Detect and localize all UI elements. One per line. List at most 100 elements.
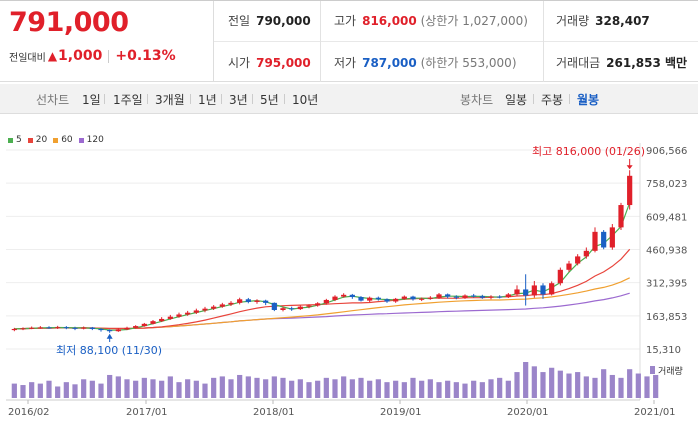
tab-3m[interactable]: 3개월 — [155, 93, 185, 107]
tab-weekly[interactable]: 주봉 — [541, 93, 564, 107]
volume-bar — [341, 376, 347, 398]
candle — [462, 295, 468, 298]
volume-bar — [453, 382, 459, 398]
volume-bar — [306, 382, 312, 398]
candle — [445, 294, 451, 297]
volume-bar — [263, 379, 269, 398]
open-price: 시가 795,000 — [228, 56, 311, 70]
volume-bar — [289, 380, 295, 398]
tab-1d[interactable]: 1일 — [82, 93, 101, 107]
candle — [497, 296, 503, 298]
candle — [98, 328, 104, 331]
volume-bar — [358, 377, 364, 398]
volume-bar — [11, 383, 17, 398]
low-arrow-head — [106, 333, 113, 339]
tab-daily[interactable]: 일봉 — [505, 93, 528, 107]
low-annotation: 최저 88,100 (11/30) — [56, 344, 162, 357]
legend-ma60: 60 — [53, 135, 73, 145]
volume-bar — [315, 380, 321, 398]
candle — [124, 327, 130, 330]
candle — [393, 298, 399, 302]
volume-bar — [89, 380, 95, 398]
volume-bar — [462, 383, 468, 398]
tab-3y[interactable]: 3년 — [229, 93, 248, 107]
volume-bar — [63, 382, 69, 398]
volume-bar — [237, 374, 243, 398]
candle — [133, 326, 139, 328]
volume-bar — [601, 369, 607, 398]
volume-bar — [323, 377, 329, 398]
tab-5y[interactable]: 5년 — [260, 93, 279, 107]
low-price: 저가 787,000 (하한가 553,000) — [334, 56, 517, 70]
change-abs: 1,000 — [58, 48, 103, 64]
candle — [566, 263, 572, 270]
volume-bar — [401, 382, 407, 398]
volume-bar — [531, 366, 537, 398]
volume-bar — [141, 377, 147, 398]
candle — [211, 306, 217, 309]
candle — [609, 227, 615, 248]
volume-bar — [124, 379, 130, 398]
candle — [289, 308, 295, 310]
volume-bar — [523, 362, 529, 398]
volume-bar — [297, 379, 303, 398]
volume-bar — [219, 376, 225, 398]
x-tick-label: 2019/01 — [380, 407, 422, 418]
candle — [55, 327, 61, 329]
volume-bar — [107, 374, 113, 398]
volume: 거래량 328,407 — [556, 14, 650, 28]
tab-10y[interactable]: 10년 — [292, 93, 319, 107]
candle — [150, 321, 156, 324]
candle — [46, 327, 52, 329]
volume-bar — [549, 367, 555, 398]
candle — [63, 327, 69, 329]
volume-bar — [514, 372, 520, 398]
ma5-line — [14, 202, 631, 331]
tab-monthly[interactable]: 월봉 — [577, 93, 600, 107]
volume-bar — [644, 376, 650, 398]
candle — [401, 296, 407, 299]
volume-bar — [245, 376, 251, 398]
candle — [358, 297, 364, 301]
volume-bar — [271, 376, 277, 398]
volume-bar — [427, 379, 433, 398]
candle — [514, 289, 520, 295]
candle — [627, 175, 633, 206]
volume-bar — [193, 380, 199, 398]
volume-bar — [471, 380, 477, 398]
moving-average-legend: 5 20 60 120 — [8, 135, 104, 145]
candle — [523, 289, 529, 296]
chart-period-tabs: 선차트 1일 1주일 3개월 1년 3년 5년 10년 봉차트 일봉 주봉 월봉 — [0, 84, 698, 114]
volume-bar — [653, 374, 659, 398]
volume-bar — [167, 376, 173, 398]
x-tick-label: 2021/01 — [634, 407, 676, 418]
change-pct: +0.13% — [115, 48, 176, 64]
candle — [141, 323, 147, 327]
candle — [557, 269, 563, 284]
volume-bar — [488, 379, 494, 398]
candle — [89, 327, 95, 329]
tab-1y[interactable]: 1년 — [198, 93, 217, 107]
volume-bar — [176, 382, 182, 398]
tab-1w[interactable]: 1주일 — [113, 93, 143, 107]
legend-ma120: 120 — [78, 135, 104, 145]
candle — [107, 330, 113, 332]
volume-bar — [566, 373, 572, 398]
y-tick-label: 15,310 — [646, 345, 681, 356]
trade-amount: 거래대금 261,853 백만 — [556, 56, 688, 70]
volume-bar — [159, 380, 165, 398]
volume-bar — [46, 380, 52, 398]
candle — [193, 310, 199, 313]
candle — [471, 295, 477, 297]
candle — [540, 285, 546, 295]
candle — [332, 296, 338, 300]
volume-bar — [332, 379, 338, 398]
candle-chart-label: 봉차트 — [460, 93, 494, 107]
upper-limit: (상한가 1,027,000) — [420, 14, 528, 28]
candle — [20, 328, 26, 330]
volume-bar — [254, 377, 260, 398]
volume-bar — [202, 383, 208, 398]
y-tick-label: 460,938 — [646, 246, 687, 257]
high-price: 고가 816,000 (상한가 1,027,000) — [334, 14, 528, 28]
candle — [81, 327, 87, 329]
